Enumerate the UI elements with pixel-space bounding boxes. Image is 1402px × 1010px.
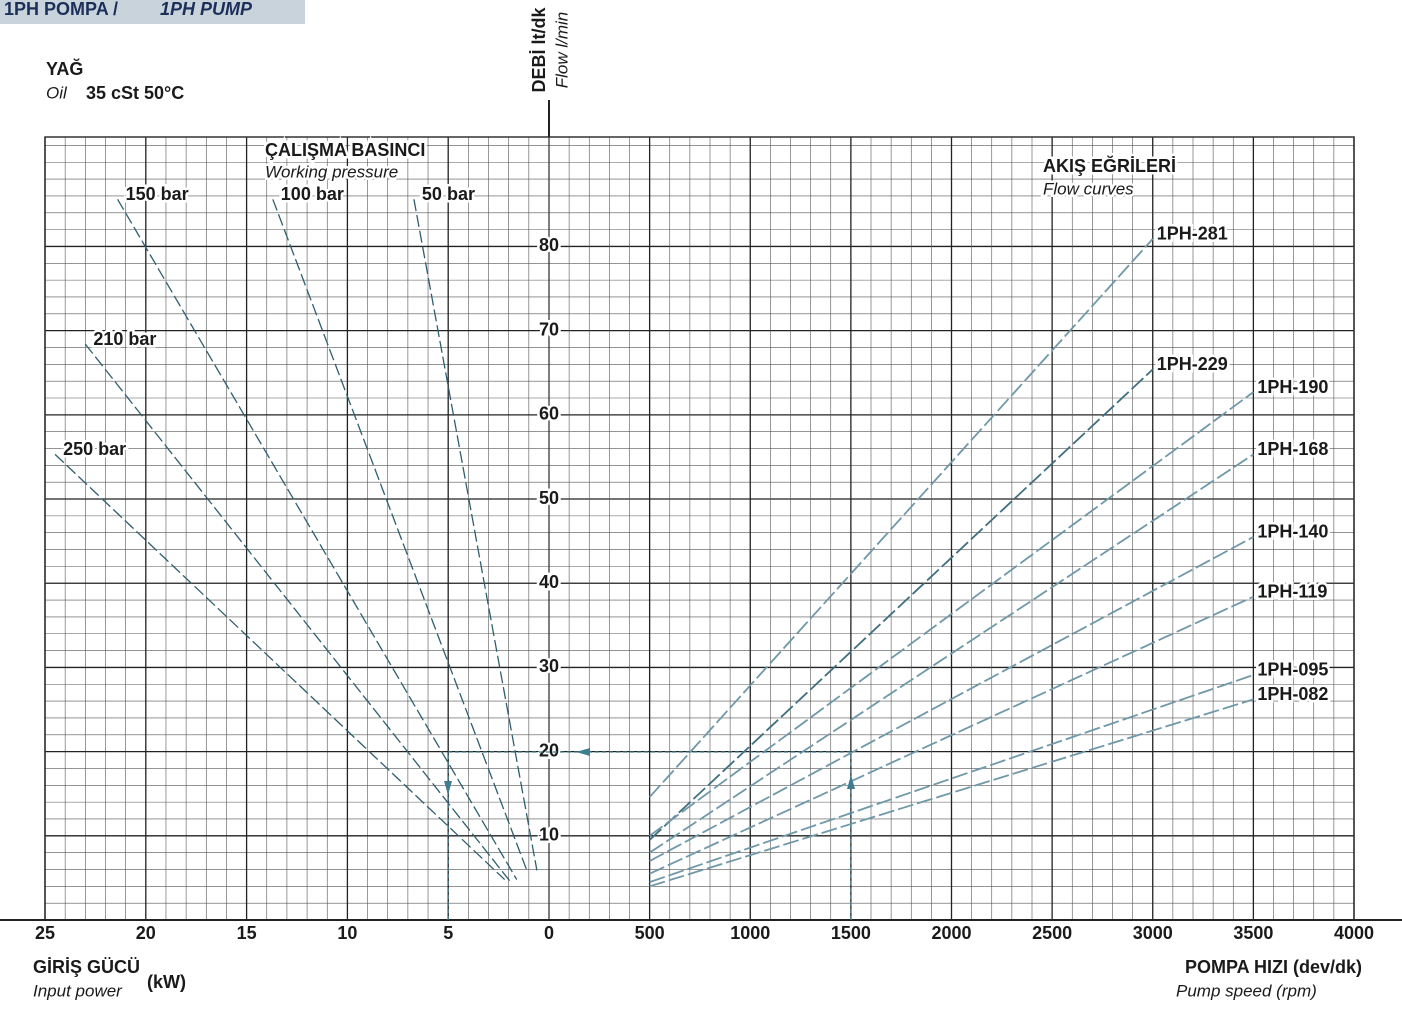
series-label: 1PH-190	[1257, 377, 1328, 397]
example-guide	[447, 751, 852, 920]
series-label: 1PH-168	[1257, 439, 1328, 459]
y-tick-label: 50	[539, 488, 559, 508]
flow-line	[649, 698, 1254, 888]
legend-subtitle: Working pressure	[265, 162, 398, 181]
series-label: 210 bar	[93, 329, 156, 349]
x-axis-title: POMPA HIZI (dev/dk)	[1185, 957, 1362, 977]
series-label: 1PH-119	[1257, 581, 1327, 601]
x-tick-label: 25	[35, 923, 55, 943]
x-tick-label: 5	[443, 923, 453, 943]
flow-line	[648, 238, 1154, 798]
x-tick-label: 3500	[1233, 923, 1273, 943]
x-tick-label: 1000	[730, 923, 770, 943]
series-label: 1PH-095	[1257, 660, 1328, 680]
series-label: 1PH-082	[1257, 684, 1328, 704]
y-tick-label: 20	[539, 740, 559, 760]
grid	[44, 137, 1355, 921]
y-tick-label: 40	[539, 572, 559, 592]
x-axis-unit: (kW)	[147, 972, 186, 992]
x-axis-title-en: Input power	[33, 981, 123, 1000]
series-label: 1PH-281	[1157, 224, 1228, 244]
x-tick-label: 10	[337, 923, 357, 943]
plot-border	[44, 136, 1355, 921]
guide-arrow	[847, 775, 855, 789]
oil-spec: 35 cSt 50°C	[86, 83, 184, 103]
series-label: 100 bar	[281, 184, 344, 204]
y-tick-label: 60	[539, 404, 559, 424]
flow-line	[649, 674, 1254, 883]
title-bar	[0, 0, 305, 24]
oil-label-en: Oil	[46, 83, 68, 102]
flow-line	[649, 368, 1154, 841]
y-axis-title: DEBİ lt/dk	[529, 7, 549, 93]
flow-line	[649, 391, 1254, 837]
flow-line	[649, 536, 1254, 862]
title: 1PH POMPA /	[4, 0, 118, 19]
x-tick-label: 3000	[1133, 923, 1173, 943]
flow-line	[117, 198, 518, 880]
x-tick-label: 0	[544, 923, 554, 943]
series-label: 1PH-229	[1157, 354, 1228, 374]
x-tick-label: 15	[237, 923, 257, 943]
y-axis-title-en: Flow l/min	[552, 12, 571, 89]
series-label: 250 bar	[63, 439, 126, 459]
y-tick-label: 80	[539, 235, 559, 255]
flow-line	[84, 343, 512, 883]
legend-subtitle: Flow curves	[1043, 179, 1134, 198]
y-tick-label: 70	[539, 319, 559, 339]
guide-arrow	[576, 748, 590, 756]
x-axis-title: GİRİŞ GÜCÜ	[33, 957, 140, 977]
x-tick-label: 2000	[931, 923, 971, 943]
x-tick-label: 20	[136, 923, 156, 943]
title-en: 1PH PUMP	[160, 0, 253, 19]
series-label: 150 bar	[126, 184, 189, 204]
flow-line	[649, 453, 1254, 854]
flow-line	[649, 595, 1254, 875]
legend-title: AKIŞ EĞRİLERİ	[1043, 155, 1176, 176]
x-tick-label: 2500	[1032, 923, 1072, 943]
flow-line	[272, 199, 528, 871]
y-tick-label: 30	[539, 656, 559, 676]
oil-label: YAĞ	[46, 58, 83, 79]
x-tick-label: 1500	[831, 923, 871, 943]
x-tick-label: 500	[635, 923, 665, 943]
x-axis-title-en: Pump speed (rpm)	[1176, 981, 1317, 1000]
series-label: 1PH-140	[1257, 522, 1328, 542]
guide-arrow	[444, 781, 452, 795]
series-label: 50 bar	[422, 184, 475, 204]
legend-title: ÇALIŞMA BASINCI	[265, 140, 425, 160]
x-tick-label: 4000	[1334, 923, 1374, 943]
y-tick-label: 10	[539, 825, 559, 845]
marks	[54, 198, 1254, 888]
flow-line	[54, 453, 506, 881]
flow-line	[413, 199, 538, 871]
